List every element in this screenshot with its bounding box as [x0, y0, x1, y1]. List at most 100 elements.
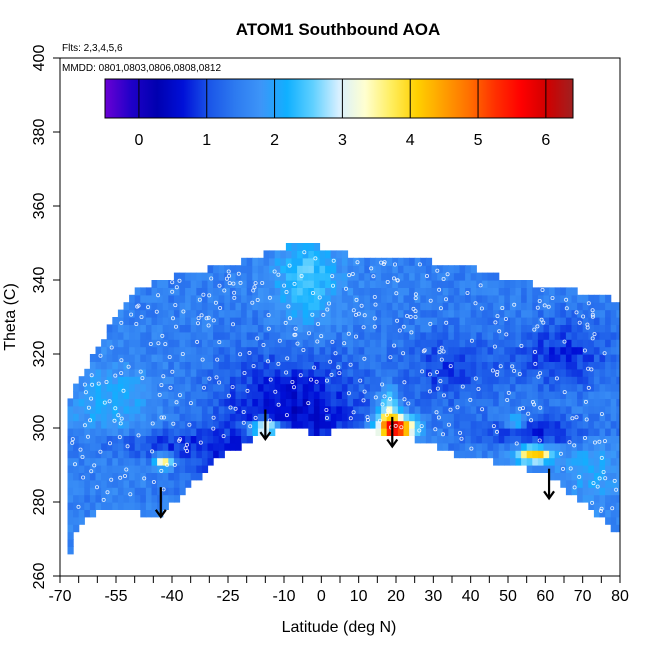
- heatmap-cell: [207, 413, 214, 422]
- heatmap-cell: [571, 465, 578, 473]
- heatmap-cell: [465, 428, 472, 436]
- heatmap-cell: [605, 516, 612, 525]
- sample-marker: [211, 415, 216, 420]
- heatmap-cell: [89, 442, 97, 451]
- heatmap-cell: [190, 317, 197, 325]
- heatmap-cell: [280, 383, 287, 392]
- heatmap-cell: [101, 383, 108, 392]
- heatmap-cell: [414, 428, 421, 436]
- heatmap-cell: [145, 442, 153, 451]
- heatmap-cell: [123, 413, 130, 422]
- heatmap-cell: [375, 361, 382, 370]
- heatmap-cell: [386, 339, 393, 348]
- heatmap-cell: [409, 309, 416, 318]
- heatmap-cell: [319, 294, 326, 303]
- heatmap-cell: [134, 487, 141, 496]
- heatmap-cell: [67, 435, 74, 444]
- heatmap-cell: [476, 339, 483, 348]
- heatmap-cell: [168, 420, 175, 429]
- heatmap-cell: [565, 435, 573, 444]
- heatmap-cell: [470, 428, 477, 436]
- heatmap-cell: [453, 302, 461, 311]
- heatmap-cell: [381, 294, 388, 303]
- heatmap-cell: [319, 346, 326, 355]
- sample-marker: [201, 385, 206, 390]
- heatmap-cell: [526, 280, 533, 288]
- heatmap-cell: [560, 428, 567, 436]
- heatmap-cell: [140, 442, 147, 451]
- sample-marker: [117, 435, 122, 440]
- sample-marker: [252, 285, 257, 290]
- heatmap-cell: [173, 280, 181, 288]
- heatmap-cell: [521, 309, 528, 318]
- heatmap-cell: [470, 272, 477, 281]
- sample-marker: [584, 417, 589, 422]
- heatmap-cell: [599, 435, 606, 444]
- heatmap-cell: [185, 472, 192, 481]
- heatmap-cell: [481, 294, 489, 303]
- heatmap-cell: [269, 317, 276, 325]
- heatmap-cell: [610, 383, 617, 392]
- heatmap-cell: [84, 413, 91, 422]
- heatmap-cell: [414, 280, 421, 288]
- sample-marker: [78, 447, 83, 452]
- heatmap-cell: [414, 294, 421, 303]
- heatmap-cell: [353, 272, 360, 281]
- sample-marker: [373, 302, 378, 307]
- heatmap-cell: [353, 368, 360, 377]
- heatmap-cell: [358, 287, 365, 296]
- heatmap-cell: [476, 272, 483, 281]
- heatmap-cell: [504, 280, 511, 288]
- heatmap-cell: [588, 317, 595, 325]
- heatmap-cell: [537, 457, 545, 466]
- heatmap-cell: [526, 465, 533, 473]
- sample-marker: [408, 314, 413, 319]
- heatmap-cell: [487, 398, 494, 407]
- heatmap-cell: [437, 383, 444, 392]
- heatmap-cell: [78, 435, 85, 444]
- heatmap-cell: [381, 324, 388, 333]
- heatmap-cell: [252, 257, 259, 266]
- heatmap-cell: [229, 428, 237, 436]
- heatmap-cell: [537, 309, 545, 318]
- heatmap-cell: [73, 405, 80, 414]
- heatmap-cell: [241, 413, 248, 422]
- heatmap-cell: [453, 361, 461, 370]
- heatmap-cell: [336, 405, 343, 414]
- heatmap-cell: [89, 398, 97, 407]
- heatmap-cell: [129, 479, 136, 488]
- sample-marker: [266, 313, 271, 318]
- heatmap-cell: [325, 302, 332, 311]
- heatmap-cell: [308, 428, 315, 436]
- heatmap-cell: [431, 294, 438, 303]
- heatmap-cell: [112, 331, 119, 340]
- heatmap-cell: [179, 398, 186, 407]
- heatmap-cell: [509, 391, 517, 399]
- heatmap-cell: [515, 457, 522, 466]
- heatmap-cell: [616, 383, 620, 392]
- heatmap-cell: [610, 516, 617, 525]
- sample-marker: [590, 500, 595, 505]
- heatmap-cell: [67, 539, 74, 547]
- heatmap-cell: [179, 383, 186, 392]
- heatmap-cell: [325, 398, 332, 407]
- heatmap-cell: [213, 435, 220, 444]
- heatmap-cell: [140, 465, 147, 473]
- heatmap-cell: [179, 405, 186, 414]
- heatmap-cell: [330, 250, 337, 259]
- heatmap-cell: [84, 487, 91, 496]
- heatmap-cell: [84, 442, 91, 451]
- sample-marker: [589, 367, 594, 372]
- heatmap-cell: [610, 494, 617, 503]
- heatmap-cell: [420, 280, 427, 288]
- heatmap-cell: [325, 280, 332, 288]
- heatmap-cell: [123, 331, 130, 340]
- heatmap-cell: [117, 391, 125, 399]
- heatmap-cell: [302, 331, 309, 340]
- sample-marker: [336, 365, 341, 370]
- heatmap-cell: [481, 413, 489, 422]
- heatmap-cell: [201, 420, 209, 429]
- heatmap-cell: [325, 391, 332, 399]
- heatmap-cell: [302, 287, 309, 296]
- heatmap-cell: [453, 420, 461, 429]
